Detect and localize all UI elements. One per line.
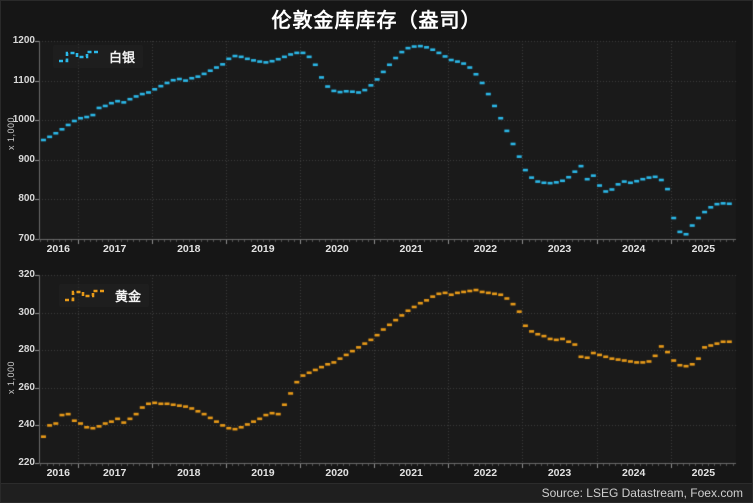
silver-legend-label: 白银 [109, 50, 136, 65]
source-bar: Source: LSEG Datastream, Foex.com [1, 483, 752, 502]
gold-legend: 黄金 [59, 284, 150, 307]
y-axis-tick-label: 1000 [12, 114, 35, 126]
x-axis-tick-label: 2019 [251, 243, 275, 255]
x-axis-tick-label: 2016 [46, 467, 70, 479]
x-axis-tick-label: 2019 [251, 467, 275, 479]
gold-series-marker-icon [65, 289, 104, 301]
x-axis-tick-label: 2024 [621, 243, 646, 255]
silver-legend: 白银 [53, 45, 144, 68]
x-axis-tick-label: 2022 [473, 467, 498, 479]
y-axis-tick-label: 1200 [12, 35, 35, 46]
y-axis-tick-label: 280 [18, 344, 35, 356]
y-axis-tick-label: 240 [18, 419, 35, 431]
x-axis-tick-label: 2018 [177, 243, 201, 255]
x-axis-tick-label: 2022 [473, 243, 498, 255]
x-axis-tick-label: 2023 [547, 243, 572, 255]
y-axis-tick-label: 260 [18, 381, 35, 393]
y-axis-tick-label: 220 [18, 457, 35, 468]
x-axis-tick-label: 2020 [325, 467, 349, 479]
x-axis-tick-label: 2016 [46, 243, 70, 255]
x-axis-tick-label: 2024 [621, 467, 646, 479]
x-axis-tick-label: 2025 [691, 243, 716, 255]
x-axis-tick-label: 2018 [177, 467, 201, 479]
y-axis-tick-label: 800 [18, 193, 35, 205]
source-text: Source: LSEG Datastream, Foex.com [541, 486, 743, 500]
y-axis-tick-label: 900 [18, 153, 35, 165]
silver-series-marker-icon [59, 50, 98, 62]
gold-legend-label: 黄金 [115, 289, 142, 304]
x-axis-tick-label: 2020 [325, 243, 349, 255]
y-axis-tick-label: 1100 [13, 74, 35, 86]
x-axis-tick-label: 2023 [547, 467, 572, 479]
page-title: 伦敦金库库存（盎司） [271, 10, 482, 32]
x-axis-tick-label: 2021 [399, 243, 423, 255]
x-axis-tick-label: 2021 [399, 467, 423, 479]
y-axis-tick-label: 700 [18, 233, 35, 244]
y-axis-tick-label: 320 [18, 269, 35, 280]
x-axis-tick-label: 2017 [102, 243, 127, 255]
x-axis-tick-label: 2017 [102, 467, 127, 479]
y-axis-tick-label: 300 [18, 306, 35, 318]
x-axis-tick-label: 2025 [691, 467, 716, 479]
